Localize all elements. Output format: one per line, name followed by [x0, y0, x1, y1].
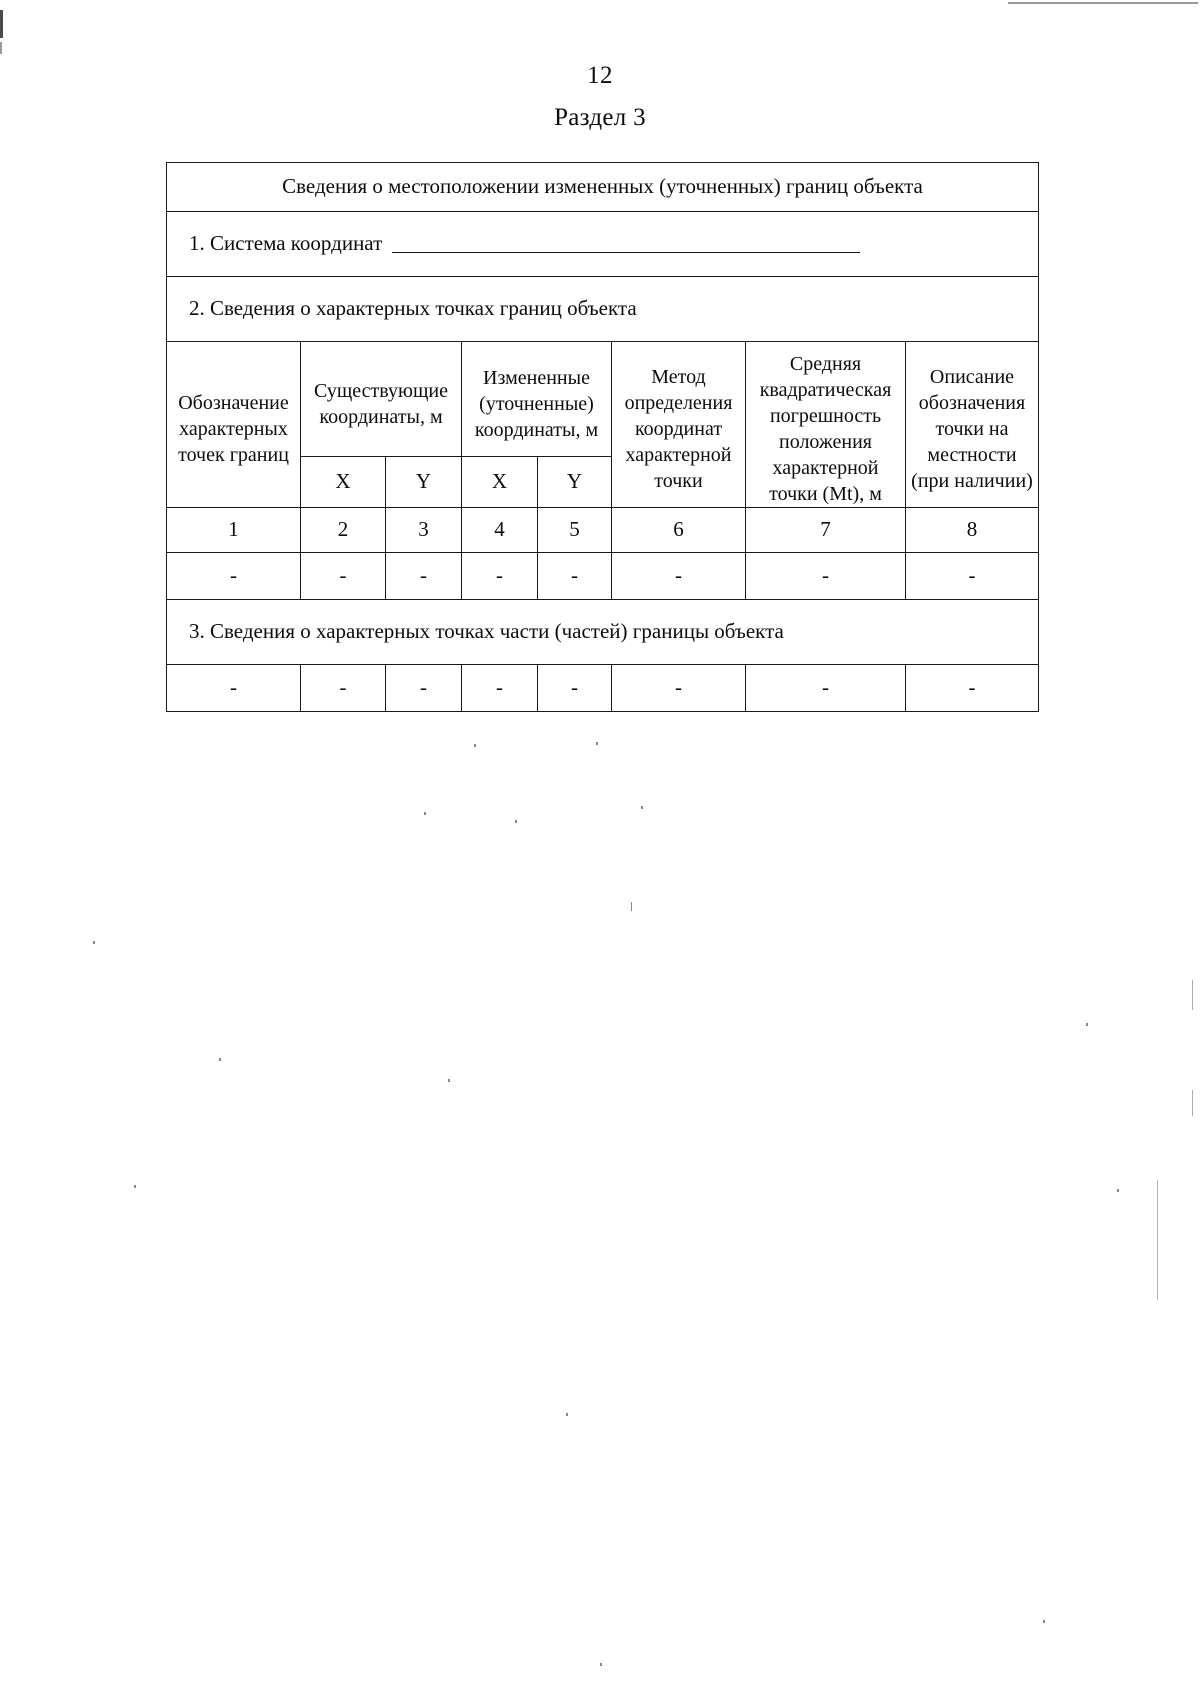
- coordinate-system-input[interactable]: [392, 230, 861, 254]
- table-row-banner: Сведения о местоположении измененных (ут…: [166, 162, 1039, 212]
- table-row-subheader-xy: X Y X Y: [167, 456, 1039, 508]
- column-number-7: 7: [745, 507, 906, 553]
- section3-cell-7[interactable]: -: [745, 664, 906, 712]
- column-number-4: 4: [461, 507, 538, 553]
- scan-speck: [1086, 1023, 1088, 1026]
- section2-cell-7[interactable]: -: [745, 552, 906, 600]
- header-mean-square-error: Средняя квадратическая погрешность полож…: [745, 341, 906, 508]
- subheader-changed-y: Y: [537, 456, 612, 508]
- scan-speck: [1117, 1189, 1119, 1192]
- subheader-changed-x: X: [461, 456, 538, 508]
- table-row-section2-data: - - - - - - - -: [166, 552, 1039, 600]
- page-number: 12: [587, 62, 613, 89]
- header-point-description: Описание обозначения точки на местности …: [905, 341, 1039, 508]
- scan-speck: [219, 1058, 221, 1061]
- column-number-2: 2: [300, 507, 386, 553]
- subheader-existing-y: Y: [385, 456, 462, 508]
- scan-artifact-top-right: [1008, 2, 1198, 4]
- subheader-existing-x: X: [300, 456, 386, 508]
- boundary-details-table: Сведения о местоположении измененных (ут…: [166, 162, 1039, 712]
- scan-artifact-left-mid: [0, 42, 2, 54]
- scan-speck: [424, 812, 426, 815]
- scan-speck: [93, 941, 95, 944]
- column-number-5: 5: [537, 507, 612, 553]
- table-row-section2-title: 2. Сведения о характерных точках границ …: [166, 276, 1039, 342]
- section3-cell-5[interactable]: -: [537, 664, 612, 712]
- section2-cell-1[interactable]: -: [166, 552, 301, 600]
- scan-speck: [600, 1663, 602, 1666]
- coordinate-system-label: 1. Система координат: [189, 231, 383, 256]
- table-row-section3-data: - - - - - - - -: [166, 664, 1039, 712]
- scan-speck: [566, 1413, 568, 1416]
- scan-speck: [641, 806, 643, 809]
- section2-cell-4[interactable]: -: [461, 552, 538, 600]
- section-title: Раздел 3: [554, 104, 646, 131]
- section2-cell-6[interactable]: -: [611, 552, 746, 600]
- scan-speck: [134, 1185, 136, 1188]
- header-changed-coordinates: Измененные (уточненные) координаты, м: [461, 341, 612, 457]
- scan-speck: [474, 744, 476, 747]
- section3-cell-6[interactable]: -: [611, 664, 746, 712]
- section3-cell-1[interactable]: -: [166, 664, 301, 712]
- column-number-1: 1: [166, 507, 301, 553]
- section2-cell-5[interactable]: -: [537, 552, 612, 600]
- header-existing-coordinates: Существующие координаты, м: [300, 341, 462, 457]
- column-number-3: 3: [385, 507, 462, 553]
- section3-cell-8[interactable]: -: [905, 664, 1039, 712]
- scan-artifact-right-edge-c: [1157, 1180, 1158, 1300]
- section3-cell-2[interactable]: -: [300, 664, 386, 712]
- section2-cell-8[interactable]: -: [905, 552, 1039, 600]
- section2-title: 2. Сведения о характерных точках границ …: [166, 276, 1039, 342]
- header-point-designation: Обозначение характерных точек границ: [166, 341, 301, 508]
- section2-cell-3[interactable]: -: [385, 552, 462, 600]
- section2-cell-2[interactable]: -: [300, 552, 386, 600]
- table-row-column-numbers: 1 2 3 4 5 6 7 8: [166, 507, 1039, 553]
- table-row-header: Обозначение характерных точек границ Сущ…: [166, 341, 1039, 508]
- table-row-section3-title: 3. Сведения о характерных точках части (…: [166, 599, 1039, 665]
- scan-speck: [515, 820, 517, 823]
- scan-speck: [448, 1079, 450, 1082]
- section3-cell-4[interactable]: -: [461, 664, 538, 712]
- section3-cell-3[interactable]: -: [385, 664, 462, 712]
- section3-title: 3. Сведения о характерных точках части (…: [166, 599, 1039, 665]
- scan-speck: [596, 742, 598, 745]
- scan-artifact-left-top: [0, 10, 3, 38]
- table-banner-title: Сведения о местоположении измененных (ут…: [166, 162, 1039, 212]
- column-number-6: 6: [611, 507, 746, 553]
- coordinate-system-cell: 1. Система координат: [166, 211, 1039, 277]
- scan-speck: [631, 902, 632, 911]
- scan-artifact-right-edge-b: [1192, 1090, 1193, 1116]
- scan-speck: [1043, 1620, 1045, 1623]
- scan-artifact-right-edge-a: [1192, 980, 1193, 1010]
- table-row-coordinate-system: 1. Система координат: [166, 211, 1039, 277]
- header-determination-method: Метод определения координат характерной …: [611, 341, 746, 508]
- column-number-8: 8: [905, 507, 1039, 553]
